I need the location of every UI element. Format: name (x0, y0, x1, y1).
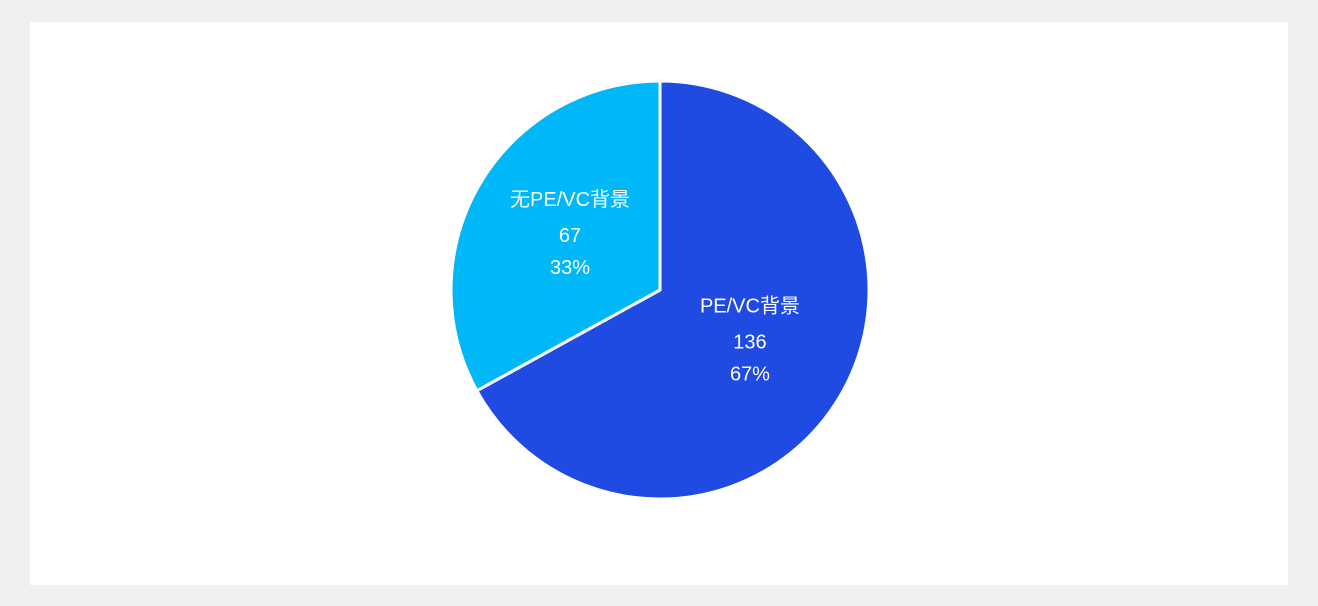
slice-value: 67 (559, 225, 581, 247)
slice-value: 136 (733, 331, 766, 353)
slice-percent: 33% (550, 257, 590, 279)
slice-name: 无PE/VC背景 (510, 188, 630, 211)
pie-slice (475, 79, 871, 501)
slice-percent: 67% (730, 363, 770, 385)
slice-name: PE/VC背景 (700, 294, 800, 317)
pie-slice (449, 79, 662, 393)
